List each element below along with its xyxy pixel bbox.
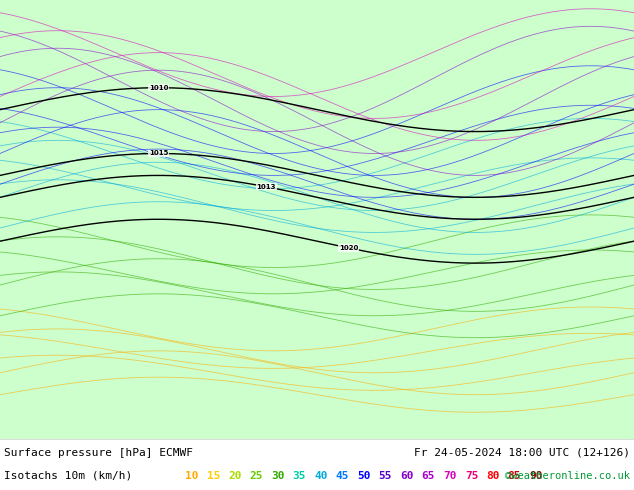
Text: 65: 65 — [422, 470, 436, 481]
Text: 70: 70 — [443, 470, 456, 481]
Text: 10: 10 — [185, 470, 198, 481]
Text: ©weatheronline.co.uk: ©weatheronline.co.uk — [505, 470, 630, 481]
Text: 50: 50 — [357, 470, 371, 481]
Text: 1020: 1020 — [339, 245, 358, 251]
Text: 80: 80 — [486, 470, 500, 481]
Text: 30: 30 — [271, 470, 285, 481]
Text: 90: 90 — [529, 470, 543, 481]
Text: 55: 55 — [378, 470, 392, 481]
Text: 25: 25 — [250, 470, 263, 481]
Text: 75: 75 — [465, 470, 478, 481]
Text: 15: 15 — [207, 470, 220, 481]
Text: 1015: 1015 — [149, 150, 168, 156]
Text: Fr 24-05-2024 18:00 UTC (12+126): Fr 24-05-2024 18:00 UTC (12+126) — [414, 448, 630, 458]
Text: Surface pressure [hPa] ECMWF: Surface pressure [hPa] ECMWF — [4, 448, 193, 458]
Text: 45: 45 — [336, 470, 349, 481]
Text: Isotachs 10m (km/h): Isotachs 10m (km/h) — [4, 470, 133, 481]
Text: 1013: 1013 — [257, 184, 276, 190]
Text: 35: 35 — [293, 470, 306, 481]
Text: 85: 85 — [508, 470, 521, 481]
Text: 20: 20 — [228, 470, 242, 481]
Text: 1010: 1010 — [149, 85, 168, 91]
Text: 40: 40 — [314, 470, 328, 481]
Text: 60: 60 — [400, 470, 414, 481]
